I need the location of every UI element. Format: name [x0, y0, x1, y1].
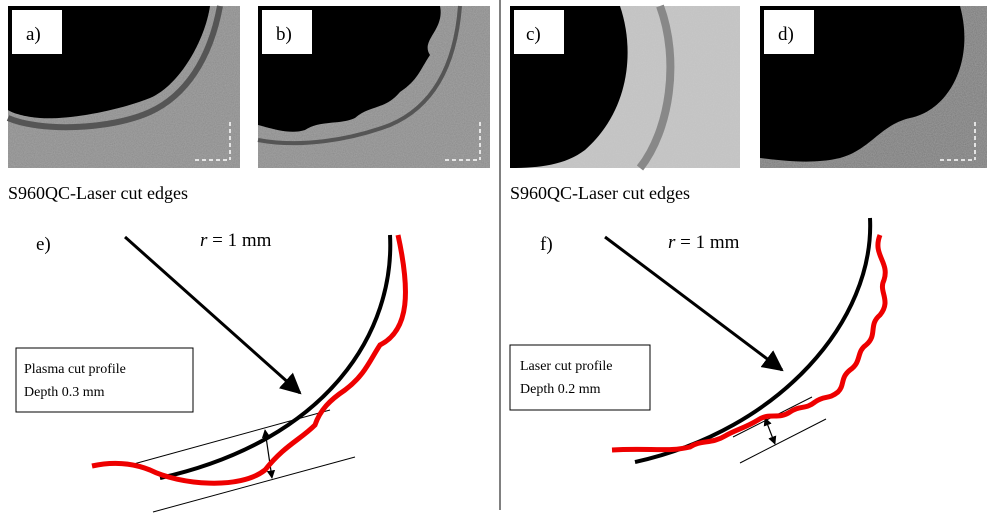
caption: S960QC-Laser cut edges: [8, 183, 188, 203]
panel-label: e): [36, 234, 51, 255]
box-text: Depth 0.2 mm: [520, 382, 601, 397]
panel-label: f): [540, 234, 553, 255]
panel-label: d): [778, 24, 794, 45]
micrograph-a: a): [8, 6, 240, 168]
radius-label: r = 1 mm: [668, 232, 740, 253]
box-text: Laser cut profile: [520, 359, 613, 374]
radius-text: = 1 mm: [680, 232, 739, 253]
caption: S960QC-Laser cut edges: [510, 183, 690, 203]
box-text: Depth 0.3 mm: [24, 385, 105, 400]
micrograph-d: d): [760, 6, 987, 168]
micrograph-b: b): [258, 6, 490, 168]
diagram-e: e) r = 1 mm Plasma cut profile Depth 0.3…: [16, 230, 405, 512]
micrograph-c: c): [510, 6, 740, 168]
panel-label: b): [276, 24, 292, 45]
radius-symbol: r: [668, 232, 676, 253]
radius-label: r = 1 mm: [200, 230, 272, 251]
radius-text: = 1 mm: [212, 230, 271, 251]
box-text: Plasma cut profile: [24, 362, 126, 377]
figure: a) b) c) d) S960QC-Laser cut edges S960Q…: [0, 0, 987, 516]
radius-symbol: r: [200, 230, 208, 251]
diagram-f: f) r = 1 mm Laser cut profile Depth 0.2 …: [510, 218, 885, 463]
panel-label: c): [526, 24, 541, 45]
panel-label: a): [26, 24, 41, 45]
